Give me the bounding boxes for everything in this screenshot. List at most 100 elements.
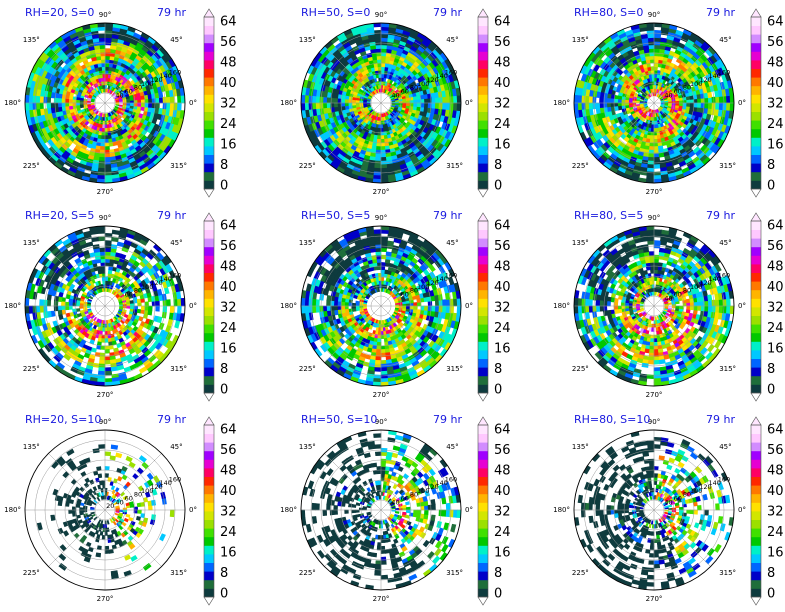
field-cell: [653, 62, 659, 68]
radial-tick-label: 140: [435, 72, 447, 80]
field-cell: [395, 102, 400, 106]
field-cell: [137, 102, 142, 107]
angle-tick-label: 0°: [189, 99, 197, 107]
field-cell: [116, 241, 125, 248]
field-cell: [119, 102, 124, 106]
field-cell: [375, 51, 382, 57]
radial-tick-label: 40: [391, 91, 399, 99]
angle-tick-label: 180°: [280, 99, 297, 107]
field-cell: [375, 149, 382, 155]
field-cell: [700, 97, 706, 104]
field-cell: [101, 127, 106, 133]
field-cell: [376, 138, 382, 144]
field-cell: [119, 305, 124, 309]
field-cell: [416, 98, 422, 104]
field-cell: [57, 305, 62, 311]
field-cell: [402, 102, 407, 106]
field-cell: [99, 356, 106, 361]
field-cell: [100, 59, 106, 64]
field-cell: [653, 146, 659, 151]
field-cell: [31, 102, 37, 111]
panel-title: RH=80, S=0: [574, 6, 643, 19]
field-cell: [110, 366, 119, 372]
field-cell: [53, 300, 59, 307]
field-cell: [329, 97, 335, 104]
field-cell: [104, 370, 113, 376]
field-cell: [351, 302, 357, 307]
field-cell: [584, 95, 590, 104]
field-cell: [99, 153, 106, 158]
field-cell: [46, 96, 52, 104]
field-cell: [653, 153, 660, 158]
field-cell: [114, 252, 122, 258]
field-cell: [649, 142, 655, 147]
angle-tick-label: 90°: [648, 11, 660, 19]
field-cell: [53, 97, 59, 104]
field-cell: [98, 44, 106, 50]
field-cell: [704, 102, 709, 109]
field-cell: [158, 96, 164, 104]
field-cell: [75, 99, 81, 104]
field-cell: [693, 98, 698, 104]
field-cell: [376, 146, 382, 151]
field-cell: [377, 338, 382, 343]
radial-tick-label: 80: [134, 84, 142, 92]
field-cell: [668, 102, 673, 106]
field-cell: [380, 265, 386, 271]
field-cell: [64, 301, 70, 307]
field-cell: [104, 254, 111, 260]
field-cell: [46, 299, 52, 307]
field-cell: [104, 280, 108, 285]
grid-spoke: [104, 102, 162, 160]
field-cell: [104, 356, 111, 361]
grid-spoke: [48, 102, 106, 160]
field-cell: [377, 135, 382, 140]
field-cell: [144, 301, 149, 307]
field-cell: [94, 352, 101, 358]
field-cell: [97, 171, 106, 177]
angle-tick-label: 0°: [738, 99, 746, 107]
field-cell: [653, 73, 658, 79]
field-cell: [326, 102, 331, 109]
field-cell: [649, 146, 655, 151]
field-cell: [104, 138, 110, 144]
panel-time-label: 79 hr: [706, 6, 735, 19]
reflectivity-field: [25, 23, 185, 183]
field-cell: [144, 305, 149, 311]
field-cell: [61, 305, 66, 311]
field-cell: [104, 232, 113, 238]
radial-tick-label: 80: [410, 84, 418, 92]
field-cell: [99, 251, 106, 256]
polar-panel: 90°45°0°315°270°225°180°135°60 8010012014…: [4, 209, 197, 399]
field-cell: [653, 33, 662, 39]
field-cell: [380, 138, 386, 144]
field-cell: [100, 138, 106, 144]
field-cell: [50, 102, 55, 109]
angle-tick-label: 135°: [23, 239, 40, 247]
field-cell: [39, 299, 44, 307]
field-cell: [413, 102, 418, 107]
field-cell: [98, 247, 106, 253]
field-cell: [169, 305, 175, 314]
field-cell: [602, 102, 608, 109]
field-cell: [372, 178, 382, 183]
angle-tick-label: 135°: [572, 36, 589, 44]
field-cell: [678, 102, 684, 107]
field-cell: [424, 102, 429, 108]
field-cell: [311, 102, 317, 111]
field-cell: [376, 55, 382, 60]
field-cell: [413, 302, 418, 307]
field-cell: [375, 48, 382, 53]
field-cell: [380, 44, 388, 50]
field-cell: [380, 269, 385, 274]
field-cell: [653, 29, 662, 35]
field-cell: [380, 23, 390, 28]
field-cell: [378, 327, 382, 332]
field-cell: [405, 102, 411, 107]
field-cell: [650, 127, 655, 133]
field-cell: [90, 347, 97, 353]
field-cell: [424, 98, 429, 104]
field-cell: [98, 156, 106, 162]
field-cell: [155, 300, 160, 307]
field-cell: [79, 104, 84, 109]
